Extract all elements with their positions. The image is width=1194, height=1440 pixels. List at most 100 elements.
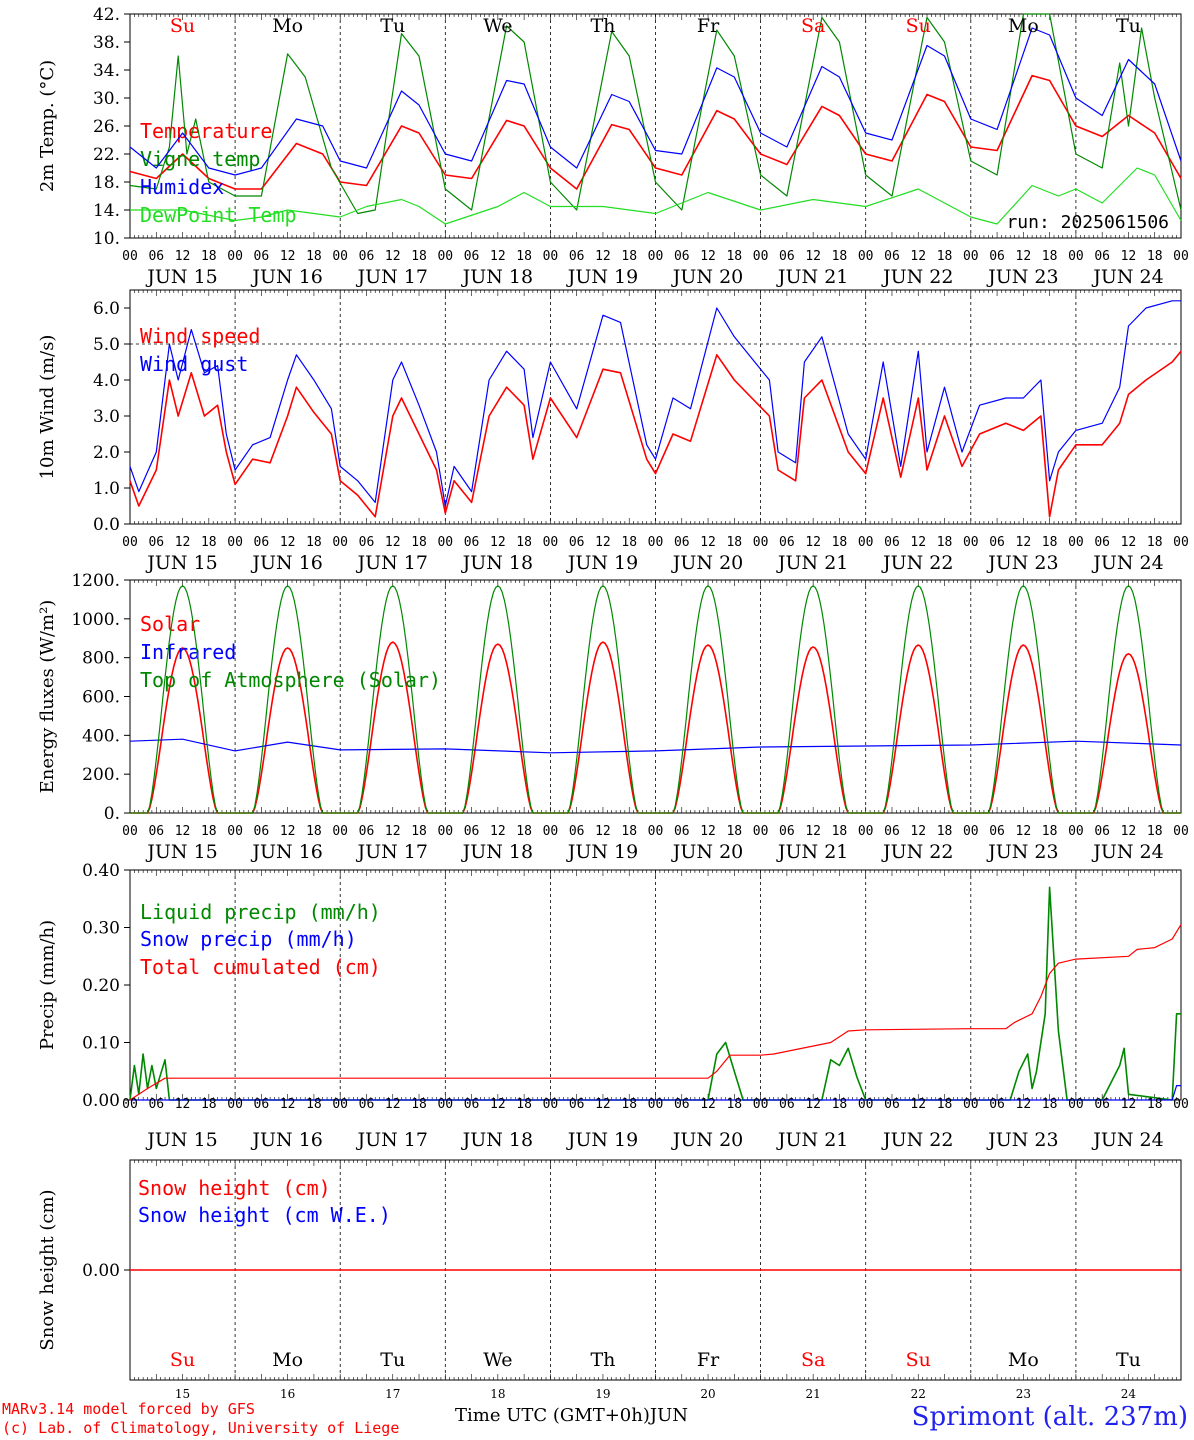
legend-entry: Snow precip (mm/h) (140, 927, 357, 951)
hour-tick-label: 06 (989, 535, 1005, 550)
series-line-1 (129, 13, 1182, 215)
hour-tick-label: 06 (464, 1097, 480, 1112)
hour-tick-label: 06 (569, 535, 585, 550)
date-label: JUN 23 (986, 1129, 1058, 1151)
hour-tick-label: 06 (674, 1097, 690, 1112)
series-line-1 (129, 300, 1181, 507)
y-axis-title: 10m Wind (m/s) (37, 335, 58, 480)
y-tick-label: 600. (82, 688, 120, 708)
date-label: JUN 15 (145, 1129, 217, 1151)
date-label: JUN 22 (881, 266, 953, 288)
hour-tick-label: 00 (543, 535, 559, 550)
series-line-3 (130, 167, 1182, 225)
legend-entry: Wind gust (140, 352, 248, 376)
date-label: JUN 16 (250, 841, 322, 863)
hour-tick-label: 00 (1173, 824, 1189, 839)
day-abbr-bottom: Mo (1008, 1349, 1039, 1371)
hour-tick-label: 00 (963, 824, 979, 839)
date-label: JUN 17 (356, 1129, 428, 1151)
day-number: 24 (1121, 1387, 1137, 1401)
date-label: JUN 16 (250, 552, 322, 574)
hour-tick-label: 18 (411, 1097, 427, 1112)
hour-tick-label: 18 (1147, 535, 1163, 550)
hour-tick-label: 12 (385, 249, 401, 264)
hour-tick-label: 06 (989, 824, 1005, 839)
date-label: JUN 19 (566, 841, 638, 863)
date-label: JUN 21 (776, 841, 848, 863)
date-label: JUN 24 (1091, 552, 1163, 574)
day-abbr-top: Fr (697, 15, 720, 37)
hour-tick-label: 12 (805, 535, 821, 550)
y-tick-label: 0. (104, 804, 120, 824)
hour-tick-label: 06 (254, 249, 270, 264)
date-label: JUN 22 (881, 552, 953, 574)
hour-tick-label: 00 (963, 249, 979, 264)
hour-tick-label: 06 (779, 824, 795, 839)
hour-tick-label: 12 (1121, 535, 1137, 550)
hour-tick-label: 18 (621, 249, 637, 264)
day-abbr-top: We (483, 15, 512, 37)
hour-tick-label: 18 (516, 249, 532, 264)
hour-tick-label: 12 (700, 535, 716, 550)
hour-tick-label: 00 (227, 1097, 243, 1112)
hour-tick-label: 12 (175, 535, 191, 550)
model-credit: MARv3.14 model forced by GFS (2, 1400, 255, 1418)
hour-tick-label: 18 (201, 535, 217, 550)
hour-tick-label: 12 (805, 1097, 821, 1112)
hour-tick-label: 00 (332, 824, 348, 839)
hour-tick-label: 12 (280, 824, 296, 839)
hour-tick-label: 12 (385, 535, 401, 550)
hour-tick-label: 00 (332, 535, 348, 550)
y-tick-label: 4.0 (93, 371, 120, 391)
date-label: JUN 22 (881, 1129, 953, 1151)
time-axis-label: Time UTC (GMT+0h) (455, 1405, 650, 1426)
hour-tick-label: 12 (490, 1097, 506, 1112)
day-abbr-top: Su (170, 15, 195, 37)
date-label: JUN 17 (356, 552, 428, 574)
date-label: JUN 18 (461, 1129, 533, 1151)
hour-tick-label: 18 (1042, 535, 1058, 550)
hour-tick-label: 12 (910, 824, 926, 839)
hour-tick-label: 12 (1121, 249, 1137, 264)
y-axis-title: Snow height (cm) (37, 1189, 58, 1350)
month-label: JUN (649, 1405, 689, 1426)
hour-tick-label: 12 (1121, 824, 1137, 839)
hour-tick-label: 12 (595, 824, 611, 839)
day-number: 17 (385, 1387, 400, 1401)
hour-tick-label: 12 (910, 1097, 926, 1112)
y-tick-label: 38. (93, 33, 120, 53)
hour-tick-label: 00 (227, 535, 243, 550)
hour-tick-label: 00 (858, 1097, 874, 1112)
hour-tick-label: 00 (543, 249, 559, 264)
hour-tick-label: 00 (1173, 249, 1189, 264)
hour-tick-label: 06 (148, 1097, 164, 1112)
day-number: 15 (175, 1387, 190, 1401)
y-tick-label: 0.0 (93, 515, 120, 535)
hour-tick-label: 18 (516, 824, 532, 839)
hour-tick-label: 06 (1094, 535, 1110, 550)
hour-tick-label: 18 (937, 1097, 953, 1112)
series-line-0 (129, 74, 1182, 190)
hour-tick-label: 12 (385, 824, 401, 839)
hour-tick-label: 00 (753, 824, 769, 839)
hour-tick-label: 00 (1173, 535, 1189, 550)
hour-tick-label: 00 (437, 1097, 453, 1112)
y-tick-label: 1.0 (93, 479, 120, 499)
date-label: JUN 18 (461, 552, 533, 574)
hour-tick-label: 18 (832, 535, 848, 550)
hour-tick-label: 00 (543, 824, 559, 839)
hour-tick-label: 12 (280, 1097, 296, 1112)
hour-tick-label: 18 (516, 535, 532, 550)
date-label: JUN 23 (986, 266, 1058, 288)
hour-tick-label: 12 (805, 824, 821, 839)
day-number: 20 (700, 1387, 715, 1401)
legend-entry: Temperature (140, 119, 272, 143)
hour-tick-label: 06 (674, 824, 690, 839)
legend-entry: Humidex (140, 175, 224, 199)
legend-entry: Infrared (140, 640, 236, 664)
hour-tick-label: 12 (595, 1097, 611, 1112)
hour-tick-label: 12 (805, 249, 821, 264)
day-abbr-bottom: We (483, 1349, 512, 1371)
legend-entry: Wind speed (140, 324, 260, 348)
series-line-1 (129, 738, 1182, 754)
